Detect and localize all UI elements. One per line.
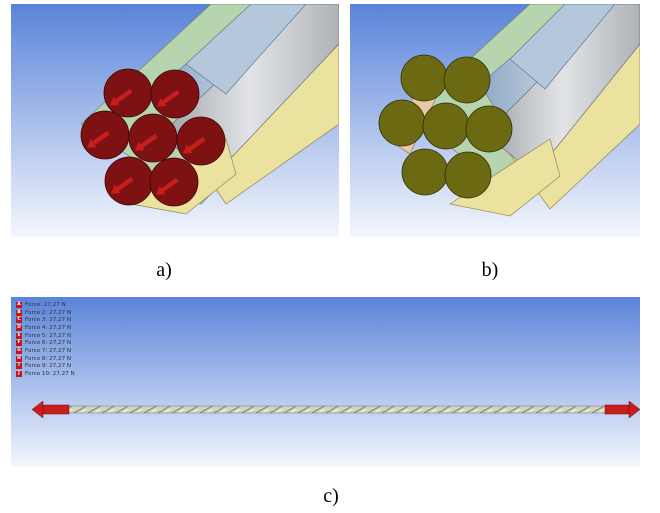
viewport-c: A Force: 27,27 N B Force 2: 27,27 N C Force… <box>11 297 640 467</box>
legend-label: Force 3: 27,27 N <box>25 317 72 324</box>
legend-key: F <box>16 340 22 347</box>
legend-label: Force 2: 27,27 N <box>25 309 72 316</box>
legend-key: H <box>16 355 22 362</box>
legend-label: Force 7: 27,27 N <box>25 347 72 354</box>
legend-item: H Force 8: 27,27 N <box>16 355 75 363</box>
left-force-arrow <box>31 400 70 419</box>
legend-item: A Force: 27,27 N <box>16 301 75 309</box>
legend-label: Force 5: 27,27 N <box>25 332 72 339</box>
strand-end-view-support <box>350 4 640 237</box>
support-face-1 <box>400 54 448 102</box>
right-force-arrow <box>604 400 640 419</box>
legend-item: G Force 7: 27,27 N <box>16 347 75 355</box>
force-legend: A Force: 27,27 N B Force 2: 27,27 N C Force… <box>16 301 75 378</box>
support-face-7 <box>444 151 492 199</box>
caption-b: b) <box>481 259 499 281</box>
support-face-3 <box>378 99 426 147</box>
caption-a: a) <box>156 259 172 281</box>
legend-label: Force 9: 27,27 N <box>25 363 72 370</box>
caption-c: c) <box>323 485 339 507</box>
viewport-b <box>350 4 640 237</box>
legend-item: J Force 10: 27,27 N <box>16 370 75 378</box>
legend-key: A <box>16 301 22 308</box>
legend-item: F Force 6: 27,27 N <box>16 339 75 347</box>
legend-item: D Force 4: 27,27 N <box>16 324 75 332</box>
support-face-5 <box>465 105 513 153</box>
legend-key: I <box>16 363 22 370</box>
support-face-2 <box>443 56 491 104</box>
wire-faces-support <box>378 54 513 199</box>
legend-label: Force 10: 27,27 N <box>25 371 75 378</box>
legend-label: Force: 27,27 N <box>25 301 66 308</box>
legend-key: E <box>16 332 22 339</box>
legend-key: J <box>16 371 22 378</box>
legend-label: Force 6: 27,27 N <box>25 340 72 347</box>
legend-key: D <box>16 324 22 331</box>
support-face-6 <box>401 148 449 196</box>
wire-strand <box>40 405 612 414</box>
support-face-4 <box>422 102 470 150</box>
legend-label: Force 8: 27,27 N <box>25 355 72 362</box>
legend-label: Force 4: 27,27 N <box>25 324 72 331</box>
legend-key: G <box>16 347 22 354</box>
legend-item: E Force 5: 27,27 N <box>16 332 75 340</box>
legend-item: I Force 9: 27,27 N <box>16 363 75 371</box>
viewport-a <box>11 4 339 237</box>
legend-item: C Force 3: 27,27 N <box>16 316 75 324</box>
legend-key: C <box>16 317 22 324</box>
force-arrows <box>86 88 206 195</box>
legend-key: B <box>16 309 22 316</box>
strand-full-view <box>11 297 640 467</box>
legend-item: B Force 2: 27,27 N <box>16 309 75 317</box>
strand-end-view-force <box>11 4 339 237</box>
